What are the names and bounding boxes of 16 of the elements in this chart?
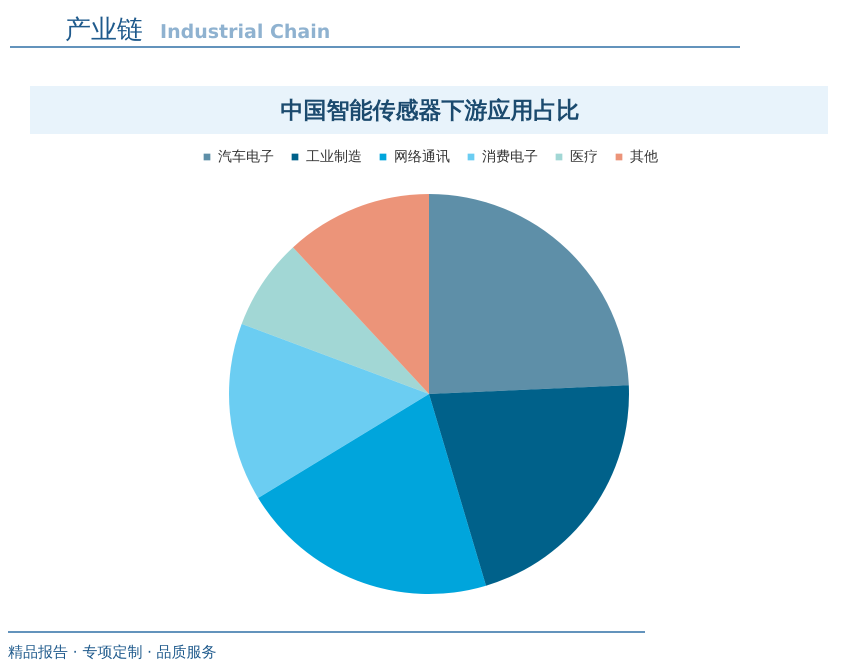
legend-label: 消费电子 xyxy=(482,149,538,165)
pie-slice xyxy=(229,324,429,498)
text: Industrial Chain xyxy=(160,21,330,43)
pie-slice xyxy=(293,194,429,394)
pie-slice xyxy=(429,385,629,586)
text: 精品报告 · 专项定制 · 品质服务 xyxy=(8,643,217,661)
legend-label: 医疗 xyxy=(570,149,598,165)
pie-slice xyxy=(258,394,486,594)
legend-label: 工业制造 xyxy=(306,149,362,165)
chart-title: 中国智能传感器下游应用占比 xyxy=(280,97,580,124)
pie-slice xyxy=(242,247,429,394)
legend-label: 其他 xyxy=(630,149,658,165)
text: 产业链 xyxy=(65,15,143,45)
pie-slice xyxy=(429,194,629,394)
legend-label: 汽车电子 xyxy=(218,149,274,165)
legend-label: 网络通讯 xyxy=(394,149,450,165)
